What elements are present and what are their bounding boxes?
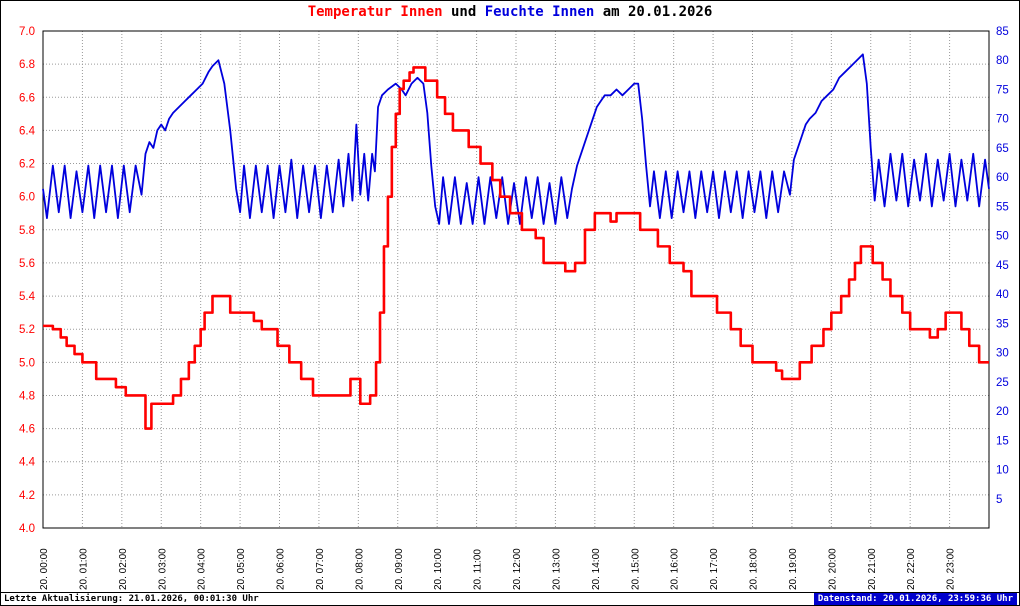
data-state-badge: Datenstand: 20.01.2026, 23:59:36 Uhr	[813, 593, 1017, 605]
right-axis-tick-label: 70	[996, 114, 1009, 126]
x-axis-tick-label: 20. 12:00	[512, 548, 523, 590]
x-axis-tick-label: 20. 14:00	[591, 548, 602, 590]
right-axis-tick-label: 60	[996, 172, 1009, 184]
status-bar: Letzte Aktualisierung: 21.01.2026, 00:01…	[1, 592, 1019, 605]
right-axis-tick-label: 40	[996, 289, 1009, 301]
left-axis-tick-label: 4.2	[19, 490, 35, 502]
left-axis-tick-label: 6.4	[19, 125, 36, 137]
left-axis-tick-label: 6.6	[19, 92, 35, 104]
left-axis-tick-label: 4.8	[19, 390, 35, 402]
title-humidity-label: Feuchte Innen	[484, 4, 595, 20]
x-axis-tick-label: 20. 07:00	[315, 548, 326, 590]
x-axis-tick-label: 20. 08:00	[354, 548, 365, 590]
page-title: Temperatur Innen und Feuchte Innen am 20…	[1, 4, 1019, 20]
left-axis-tick-label: 5.0	[19, 357, 35, 369]
right-axis-tick-label: 30	[996, 348, 1009, 360]
right-axis-tick-label: 25	[996, 377, 1009, 389]
left-axis-tick-label: 6.0	[19, 192, 35, 204]
x-axis-tick-label: 20. 21:00	[867, 548, 878, 590]
x-axis-tick-label: 20. 16:00	[670, 548, 681, 590]
right-axis-tick-label: 45	[996, 260, 1009, 272]
left-axis-tick-label: 6.2	[19, 159, 35, 171]
right-axis-tick-label: 55	[996, 201, 1009, 213]
chart-canvas: 4.0 4.2 4.4 4.6 4.8 5.0 5.2 5.4 5.6 5.8 6.0 6.2 6.4 6…	[19, 26, 1009, 590]
left-axis-tick-label: 4.6	[19, 424, 35, 436]
x-axis-tick-label: 20. 03:00	[157, 548, 168, 590]
x-axis-tick-label: 20. 13:00	[551, 548, 562, 590]
x-axis-tick-label: 20. 00:00	[39, 548, 50, 590]
right-axis-tick-label: 35	[996, 318, 1009, 330]
x-axis-tick-label: 20. 23:00	[946, 548, 957, 590]
x-axis-tick-label: 20. 06:00	[276, 548, 287, 590]
right-axis-tick-label: 5	[996, 494, 1002, 506]
left-axis-tick-label: 5.4	[19, 291, 36, 303]
left-axis-tick-label: 5.6	[19, 258, 35, 270]
title-date: am 20.01.2026	[594, 4, 713, 20]
left-axis-tick-label: 6.8	[19, 59, 35, 71]
title-connector: und	[442, 4, 485, 20]
left-axis-tick-label: 4.0	[19, 523, 35, 535]
right-axis-tick-label: 10	[996, 465, 1009, 477]
left-axis-tick-label: 5.8	[19, 225, 35, 237]
temperature-series	[43, 66, 989, 430]
x-axis-tick-label: 20. 04:00	[197, 548, 208, 590]
x-axis-tick-label: 20. 20:00	[827, 548, 838, 590]
right-axis-tick-label: 75	[996, 84, 1009, 96]
right-axis-tick-label: 15	[996, 435, 1009, 447]
x-axis-tick-label: 20. 09:00	[394, 548, 405, 590]
x-axis-tick-label: 20. 10:00	[433, 548, 444, 590]
x-axis-tick-label: 20. 19:00	[788, 548, 799, 590]
x-axis-tick-label: 20. 18:00	[749, 548, 760, 590]
left-axis-tick-label: 4.4	[19, 457, 36, 469]
x-axis-tick-label: 20. 02:00	[118, 548, 129, 590]
right-axis-tick-label: 80	[996, 55, 1009, 67]
right-axis-tick-label: 85	[996, 26, 1009, 38]
plot-border	[42, 30, 990, 529]
x-axis-tick-label: 20. 17:00	[709, 548, 720, 590]
title-temperature-label: Temperatur Innen	[307, 4, 443, 20]
right-axis-tick-label: 50	[996, 231, 1009, 243]
x-axis-tick-label: 20. 11:00	[473, 549, 484, 590]
last-update-text: Letzte Aktualisierung: 21.01.2026, 00:01…	[4, 594, 259, 604]
x-axis-tick-label: 20. 15:00	[630, 548, 641, 590]
left-axis-tick-label: 7.0	[19, 26, 35, 38]
x-axis-tick-label: 20. 22:00	[906, 548, 917, 590]
x-axis-tick-label: 20. 01:00	[78, 548, 89, 590]
right-axis-tick-label: 65	[996, 143, 1009, 155]
x-axis-tick-label: 20. 05:00	[236, 548, 247, 590]
right-axis-tick-label: 20	[996, 406, 1009, 418]
left-axis-tick-label: 5.2	[19, 324, 35, 336]
